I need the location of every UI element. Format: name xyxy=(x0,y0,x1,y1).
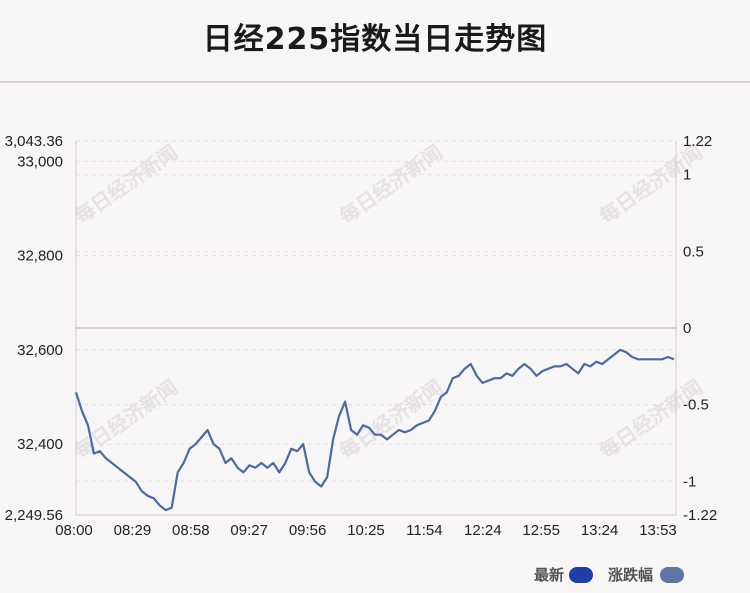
x-tick-label: 11:54 xyxy=(406,522,442,539)
right-tick-label: -1.22 xyxy=(683,507,717,524)
legend-latest-label: 最新 xyxy=(534,567,565,584)
x-tick-label: 13:53 xyxy=(639,522,677,539)
legend-latest-swatch xyxy=(569,567,593,583)
x-tick-label: 12:24 xyxy=(464,522,502,539)
watermark-text: 每日经济新闻 xyxy=(70,140,182,228)
right-tick-label: 0 xyxy=(683,320,691,337)
x-axis-ticks: 08:00 08:29 08:58 09:27 09:56 10:25 11:54 12:24… xyxy=(55,522,677,539)
right-tick-label: 0.5 xyxy=(683,243,704,260)
legend-change-swatch xyxy=(660,567,684,583)
legend-change-label: 涨跌幅 xyxy=(608,567,654,584)
right-tick-label: -0.5 xyxy=(683,397,709,414)
x-tick-label: 13:24 xyxy=(581,522,619,539)
right-tick-label: 1 xyxy=(683,167,691,184)
left-tick-label: 3,043.36 xyxy=(5,133,63,150)
watermark-text: 每日经济新闻 xyxy=(70,375,182,463)
left-tick-label: 32,400 xyxy=(17,436,63,453)
x-tick-label: 10:25 xyxy=(347,522,385,539)
title-divider xyxy=(0,81,750,83)
left-tick-label: 2,249.56 xyxy=(5,507,63,524)
x-tick-label: 12:55 xyxy=(522,522,560,539)
series-line xyxy=(74,348,675,512)
axes xyxy=(75,141,677,516)
x-tick-label: 09:56 xyxy=(289,522,327,539)
watermark-text: 每日经济新闻 xyxy=(595,375,707,463)
x-tick-label: 08:29 xyxy=(114,522,152,539)
x-tick-label: 08:00 xyxy=(55,522,93,539)
left-axis-ticks: 3,043.36 33,000 32,800 32,600 32,400 2,249.56 xyxy=(5,133,63,524)
left-tick-label: 32,800 xyxy=(17,248,63,265)
watermark-text: 每日经济新闻 xyxy=(335,140,447,228)
chart-title: 日经225指数当日走势图 xyxy=(202,22,548,57)
right-axis-ticks: 1.22 1 0.5 0 -0.5 -1 -1.22 xyxy=(683,133,717,524)
left-tick-label: 33,000 xyxy=(17,153,63,170)
watermark-text: 每日经济新闻 xyxy=(595,140,707,228)
right-tick-label: -1 xyxy=(683,473,696,490)
x-tick-label: 09:27 xyxy=(230,522,268,539)
right-tick-label: 1.22 xyxy=(683,133,712,150)
x-tick-label: 08:58 xyxy=(172,522,210,539)
left-tick-label: 32,600 xyxy=(17,342,63,359)
